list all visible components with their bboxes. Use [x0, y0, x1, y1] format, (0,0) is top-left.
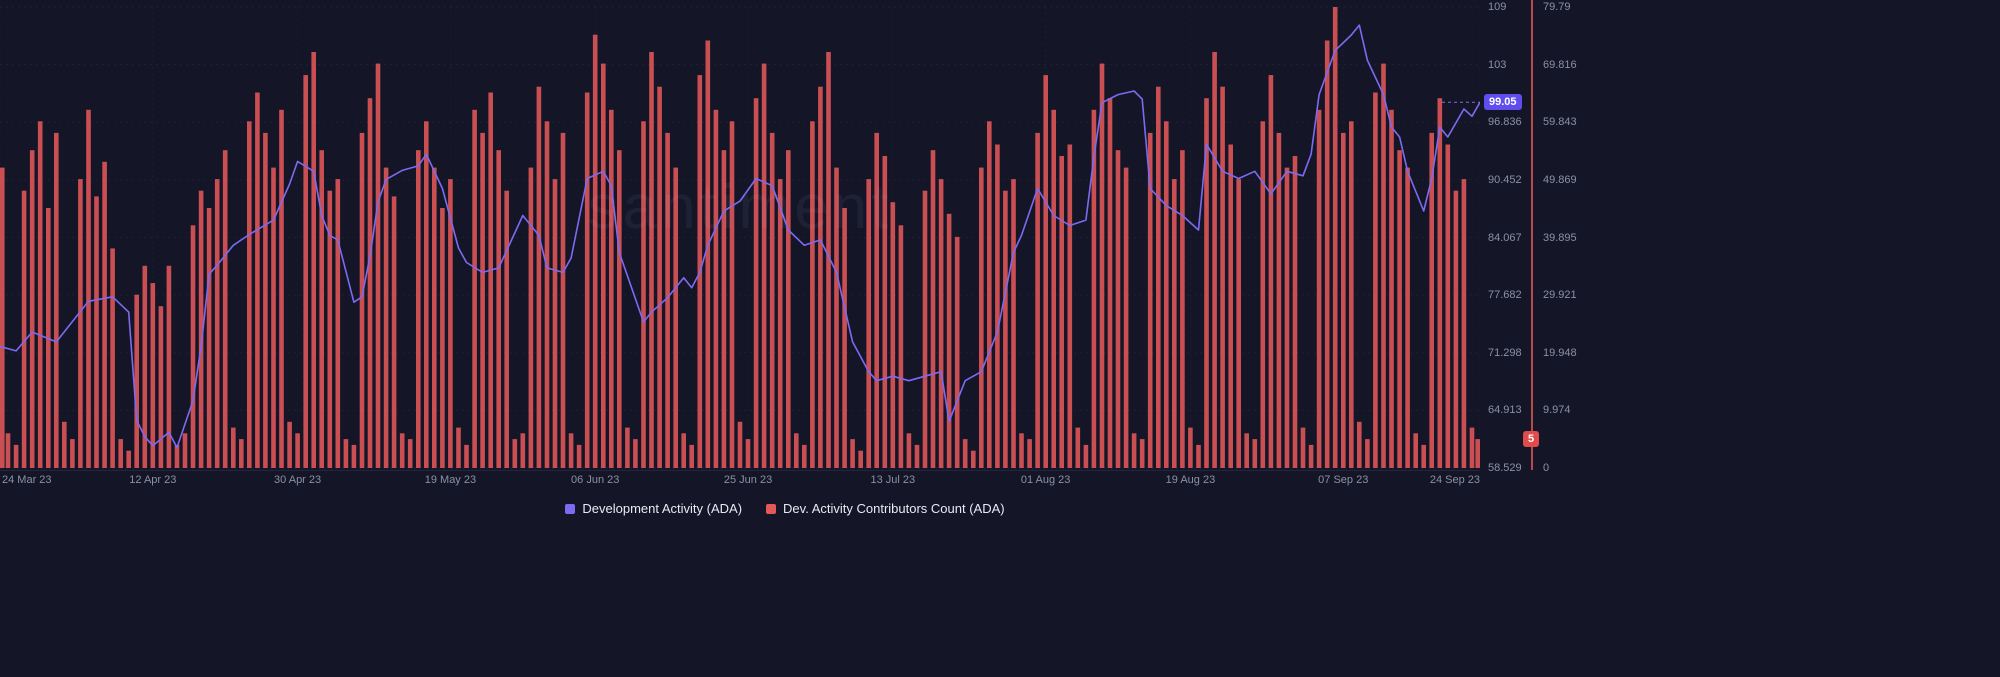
dev-activity-axis: 58.529 64.913 71.298 77.682 84.067 90.452 96.8…	[1484, 0, 1530, 474]
x-axis-labels: 24 Mar 23 12 Apr 23 30 Apr 23 19 May 23 06 J…	[0, 474, 1480, 490]
dev-activity-axis-tick: 103	[1488, 58, 1507, 71]
gridlines	[0, 6, 1480, 469]
x-axis-tick: 01 Aug 23	[1020, 474, 1071, 486]
dev-activity-axis-tick: 84.067	[1488, 231, 1522, 244]
chart-canvas	[0, 6, 1480, 469]
contributors-axis-tick: 59.843	[1543, 116, 1577, 129]
dev-activity-axis-tick: 90.452	[1488, 173, 1522, 186]
dev-activity-axis-tick: 77.682	[1488, 289, 1522, 302]
x-axis-tick: 12 Apr 23	[129, 474, 177, 486]
contributors-axis-tick: 29.921	[1543, 289, 1577, 302]
legend-label: Development Activity (ADA)	[582, 501, 743, 516]
dev-activity-axis-tick: 71.298	[1488, 346, 1522, 359]
x-axis-tick: 13 Jul 23	[870, 474, 916, 486]
x-axis-tick: 25 Jun 23	[723, 474, 773, 486]
x-axis-tick: 19 Aug 23	[1165, 474, 1216, 486]
x-axis-tick: 19 May 23	[424, 474, 477, 486]
contributors-axis-tick: 0	[1543, 462, 1550, 474]
contributors-axis-tick: 69.816	[1543, 58, 1577, 71]
contributors-axis-tick: 49.869	[1543, 173, 1577, 186]
contributors-axis-tick: 19.948	[1543, 346, 1577, 359]
dev-activity-swatch-icon	[565, 504, 576, 514]
x-axis-tick: 24 Mar 23	[2, 474, 52, 486]
legend: Development Activity (ADA) Dev. Activity…	[0, 501, 1570, 517]
contributors-swatch-icon	[766, 504, 777, 514]
dev-activity-line	[0, 24, 1480, 449]
legend-item-contributors[interactable]: Dev. Activity Contributors Count (ADA)	[766, 501, 1005, 517]
dev-activity-axis-tick: 58.529	[1488, 462, 1522, 474]
legend-label: Dev. Activity Contributors Count (ADA)	[783, 501, 1005, 516]
x-axis-tick: 07 Sep 23	[1318, 474, 1369, 486]
contributors-axis-tick: 79.79	[1543, 1, 1571, 13]
x-axis-tick: 30 Apr 23	[274, 474, 322, 486]
contributors-axis-line	[1531, 0, 1533, 470]
contributors-axis-tick: 9.974	[1543, 404, 1571, 417]
x-axis-tick: 24 Sep 23	[1429, 474, 1480, 486]
legend-item-dev-activity[interactable]: Development Activity (ADA)	[565, 501, 742, 517]
contributors-axis-tick: 39.895	[1543, 231, 1577, 244]
dev-activity-axis-tick: 96.836	[1488, 116, 1522, 129]
contributors-axis: 0 9.974 19.948 29.921 39.895 49.869 59.843 69.8…	[1539, 0, 1585, 474]
contributors-last-value-badge: 5	[1523, 431, 1540, 448]
dev-activity-last-value-badge: 99.05	[1484, 94, 1522, 111]
x-axis-tick: 06 Jun 23	[571, 474, 620, 486]
plot-area[interactable]: santiment	[0, 0, 1480, 471]
dev-activity-axis-tick: 109	[1488, 1, 1507, 13]
dev-activity-axis-tick: 64.913	[1488, 404, 1522, 417]
